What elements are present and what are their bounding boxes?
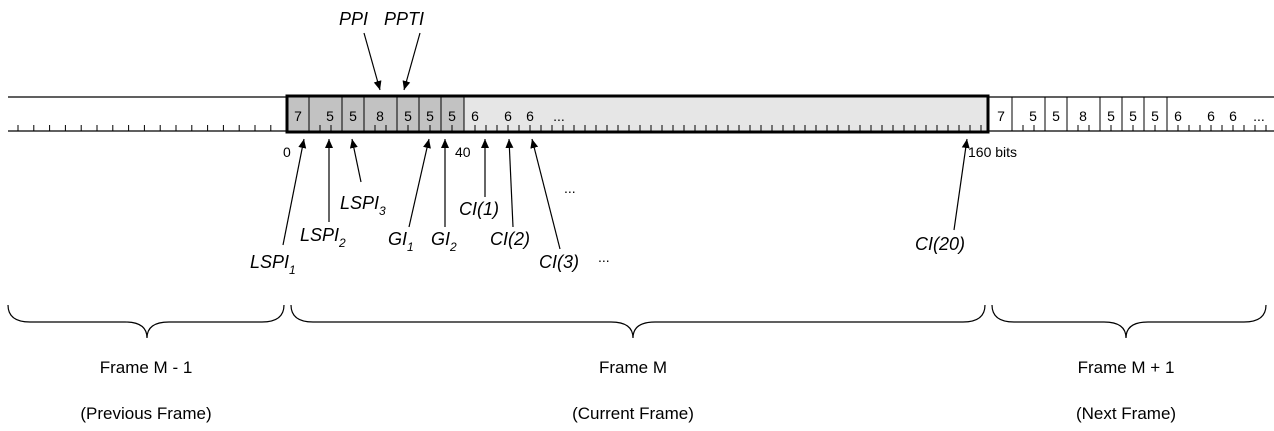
lspi3-arrow: [349, 138, 362, 183]
field-value: 5: [1052, 108, 1060, 124]
field-value: 6: [471, 108, 479, 124]
field-value: 6: [504, 108, 512, 124]
ppi-arrow: [363, 32, 382, 91]
label-mid-ellipsis: ...: [564, 180, 576, 196]
label-lspi2: LSPI2: [300, 225, 346, 250]
field-value: 6: [1207, 108, 1215, 124]
current-frame-border: [285, 94, 990, 134]
field-value: 5: [1107, 108, 1115, 124]
current-frame-field-labels: 7 5 5 8 5 5 5 6 6 6...: [294, 108, 565, 124]
ppti-arrow: [402, 32, 421, 91]
field-value: 5: [1151, 108, 1159, 124]
gi1-arrow: [408, 138, 431, 228]
frame-current-desc: (Current Frame): [572, 404, 694, 423]
label-gi1: GI1: [388, 229, 414, 254]
field-value: 5: [426, 108, 434, 124]
label-ci3: CI(3): [539, 252, 579, 272]
brace-frame-m-plus-1: [991, 304, 1267, 339]
frame-braces: [7, 304, 1267, 339]
field-value: 7: [294, 108, 302, 124]
frame-next-name: Frame M + 1: [1078, 358, 1175, 377]
next-frame-field-labels: 7 5 5 8 5 5 5 6 6 6...: [997, 108, 1265, 124]
field-value: ...: [553, 108, 565, 124]
lspi1-arrow: [282, 138, 307, 246]
field-value: 8: [376, 108, 384, 124]
next-frame-ticks: [1022, 125, 1267, 131]
label-ci2: CI(2): [490, 229, 530, 249]
field-value: 5: [448, 108, 456, 124]
current-frame-ticks: [319, 125, 982, 131]
field-value: 7: [997, 108, 1005, 124]
ci20-arrow: [953, 138, 970, 231]
ci3-arrow: [530, 138, 561, 250]
label-lspi1: LSPI1: [250, 252, 296, 277]
field-value: 6: [526, 108, 534, 124]
next-frame-block: 7 5 5 8 5 5 5 6 6 6...: [997, 97, 1267, 131]
previous-frame-ticks: [17, 125, 288, 131]
field-value: 5: [1129, 108, 1137, 124]
label-lspi3: LSPI3: [340, 193, 386, 218]
next-frame-dividers: [1011, 97, 1168, 131]
label-ci3-ellipsis: ...: [598, 249, 610, 265]
ci2-arrow: [505, 138, 514, 228]
field-value: 6: [1174, 108, 1182, 124]
label-ppti: PPTI: [384, 9, 424, 29]
field-value: 5: [326, 108, 334, 124]
frame-prev-name: Frame M - 1: [100, 358, 193, 377]
label-ppi: PPI: [339, 9, 368, 29]
frame-current-name: Frame M: [599, 358, 667, 377]
brace-frame-m: [290, 304, 986, 339]
bottom-arrows: [282, 138, 970, 250]
field-value: 6: [1229, 108, 1237, 124]
bit-label-end: 160 bits: [968, 144, 1017, 160]
field-value: ...: [1253, 108, 1265, 124]
field-value: 8: [1079, 108, 1087, 124]
field-value: 5: [349, 108, 357, 124]
brace-frame-m-1: [7, 304, 285, 339]
frame-next-desc: (Next Frame): [1076, 404, 1176, 423]
label-gi2: GI2: [431, 229, 457, 254]
bit-label-start: 0: [283, 144, 291, 160]
current-frame-light-fields: [464, 97, 988, 131]
bit-label-40: 40: [455, 144, 471, 160]
field-value: 5: [1029, 108, 1037, 124]
label-ci20: CI(20): [915, 234, 965, 254]
frame-prev-desc: (Previous Frame): [80, 404, 211, 423]
current-frame-block: 7 5 5 8 5 5 5 6 6 6...: [285, 94, 990, 134]
label-ci1: CI(1): [459, 199, 499, 219]
current-frame-dividers: [308, 97, 465, 131]
field-value: 5: [404, 108, 412, 124]
